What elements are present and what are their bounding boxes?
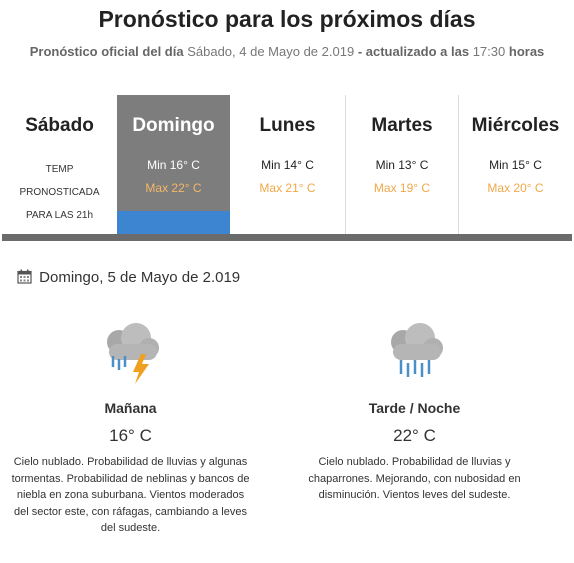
day-name: Martes — [371, 115, 433, 136]
calendar-icon — [17, 269, 32, 288]
subtitle-label: Pronóstico oficial del día — [29, 44, 184, 59]
day-tab-domingo[interactable]: Domingo Min 16° C Max 22° C — [117, 95, 230, 234]
period-temp: 22° C — [393, 426, 436, 445]
rain-cloud-icon — [375, 320, 455, 390]
max-temp: Max 20° C — [487, 181, 544, 195]
detail-date: Domingo, 5 de Mayo de 2.019 — [17, 269, 240, 288]
period-description: Cielo nublado. Probabilidad de lluvias y… — [308, 456, 521, 501]
day-column-sabado: Sábado TEMP PRONOSTICADA PARA LAS 21h — [2, 95, 117, 234]
detail-date-text: Domingo, 5 de Mayo de 2.019 — [39, 269, 241, 286]
day-name: Sábado — [25, 115, 94, 136]
subtitle-hours-label: horas — [508, 44, 545, 59]
day-name: Lunes — [259, 115, 316, 136]
day-name: Domingo — [132, 115, 215, 136]
period-name: Tarde / Noche — [368, 400, 461, 416]
forecast-label: PRONOSTICADA — [19, 187, 100, 198]
period-name: Mañana — [104, 400, 157, 416]
day-name: Miércoles — [471, 115, 560, 136]
subtitle-date: Sábado, 4 de Mayo de 2.019 — [187, 44, 355, 59]
min-temp: Min 14° C — [261, 158, 314, 172]
time-label: PARA LAS 21h — [25, 210, 94, 221]
selected-indicator — [117, 211, 230, 234]
max-temp: Max 21° C — [259, 181, 316, 195]
day-selector-bar — [2, 234, 572, 241]
forecast-subtitle: Pronóstico oficial del día Sábado, 4 de … — [0, 44, 574, 59]
storm-rain-cloud-icon — [91, 320, 171, 390]
max-temp: Max 22° C — [145, 181, 202, 195]
temp-label: TEMP — [45, 164, 74, 175]
page-title: Pronóstico para los próximos días — [98, 6, 476, 32]
subtitle-time: 17:30 — [472, 44, 506, 59]
min-temp: Min 16° C — [147, 158, 200, 172]
max-temp: Max 19° C — [373, 181, 431, 195]
day-selector: Sábado TEMP PRONOSTICADA PARA LAS 21h Do… — [2, 95, 572, 241]
temp-labels: TEMP PRONOSTICADA PARA LAS 21h — [2, 158, 117, 227]
day-tab-martes[interactable]: Martes Min 13° C Max 19° C — [345, 95, 458, 234]
min-temp: Min 15° C — [489, 158, 542, 172]
day-tab-miercoles[interactable]: Miércoles Min 15° C Max 20° C — [458, 95, 572, 234]
period-description: Cielo nublado. Probabilidad de lluvias y… — [11, 456, 250, 534]
morning-forecast: Mañana 16° C Cielo nublado. Probabilidad… — [3, 320, 258, 537]
evening-forecast: Tarde / Noche 22° C Cielo nublado. Proba… — [287, 320, 542, 504]
period-temp: 16° C — [109, 426, 152, 445]
subtitle-updated-label: - actualizado a las — [357, 44, 470, 59]
day-tab-lunes[interactable]: Lunes Min 14° C Max 21° C — [230, 95, 345, 234]
min-temp: Min 13° C — [375, 158, 429, 172]
